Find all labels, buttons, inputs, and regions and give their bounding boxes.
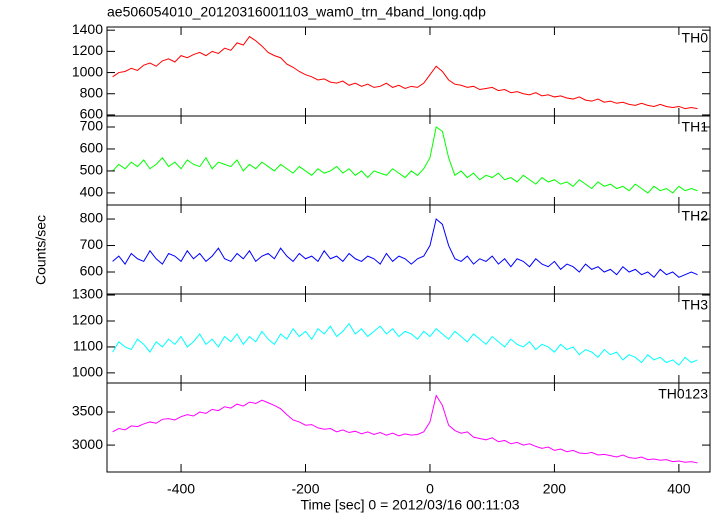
x-tick-label: 400 <box>667 481 691 497</box>
data-line <box>112 126 698 194</box>
panel-label: TH1 <box>682 119 709 135</box>
y-tick-label: 1400 <box>72 21 103 37</box>
data-line <box>112 218 698 279</box>
panel-label: TH0123 <box>658 386 708 402</box>
y-axis-label: Counts/sec <box>33 215 49 285</box>
panel-frame <box>106 115 711 206</box>
y-tick-label: 1000 <box>72 364 103 380</box>
y-tick-label: 700 <box>80 118 104 134</box>
data-line <box>112 394 698 464</box>
y-tick-label: 1300 <box>72 286 103 302</box>
y-tick-label: 600 <box>80 140 104 156</box>
y-tick-label: 1200 <box>72 312 103 328</box>
y-tick-label: 800 <box>80 84 104 100</box>
y-tick-label: 700 <box>80 236 104 252</box>
y-tick-label: 1000 <box>72 63 103 79</box>
panel-label: TH2 <box>682 208 709 224</box>
y-tick-label: 500 <box>80 162 104 178</box>
panel-label: TH0 <box>682 30 709 46</box>
y-tick-label: 800 <box>80 210 104 226</box>
x-tick-label: -200 <box>291 481 319 497</box>
x-tick-label: 200 <box>543 481 567 497</box>
y-tick-label: 1100 <box>73 338 103 354</box>
panel-frame <box>106 204 711 295</box>
y-tick-label: 400 <box>80 184 104 200</box>
data-line <box>112 35 698 110</box>
y-tick-label: 600 <box>80 106 104 122</box>
panel-label: TH3 <box>682 297 709 313</box>
panel-frame <box>106 382 711 473</box>
panel-frame <box>106 293 711 384</box>
y-tick-label: 3500 <box>72 403 103 419</box>
chart-title: ae506054010_20120316001103_wam0_trn_4ban… <box>107 4 486 20</box>
y-tick-label: 3000 <box>72 436 103 452</box>
y-tick-label: 600 <box>80 263 104 279</box>
x-tick-label: 0 <box>426 481 434 497</box>
x-axis-label: Time [sec] 0 = 2012/03/16 00:11:03 <box>300 497 519 513</box>
y-tick-label: 1200 <box>72 42 103 58</box>
data-line <box>112 322 698 366</box>
x-tick-label: -400 <box>167 481 195 497</box>
